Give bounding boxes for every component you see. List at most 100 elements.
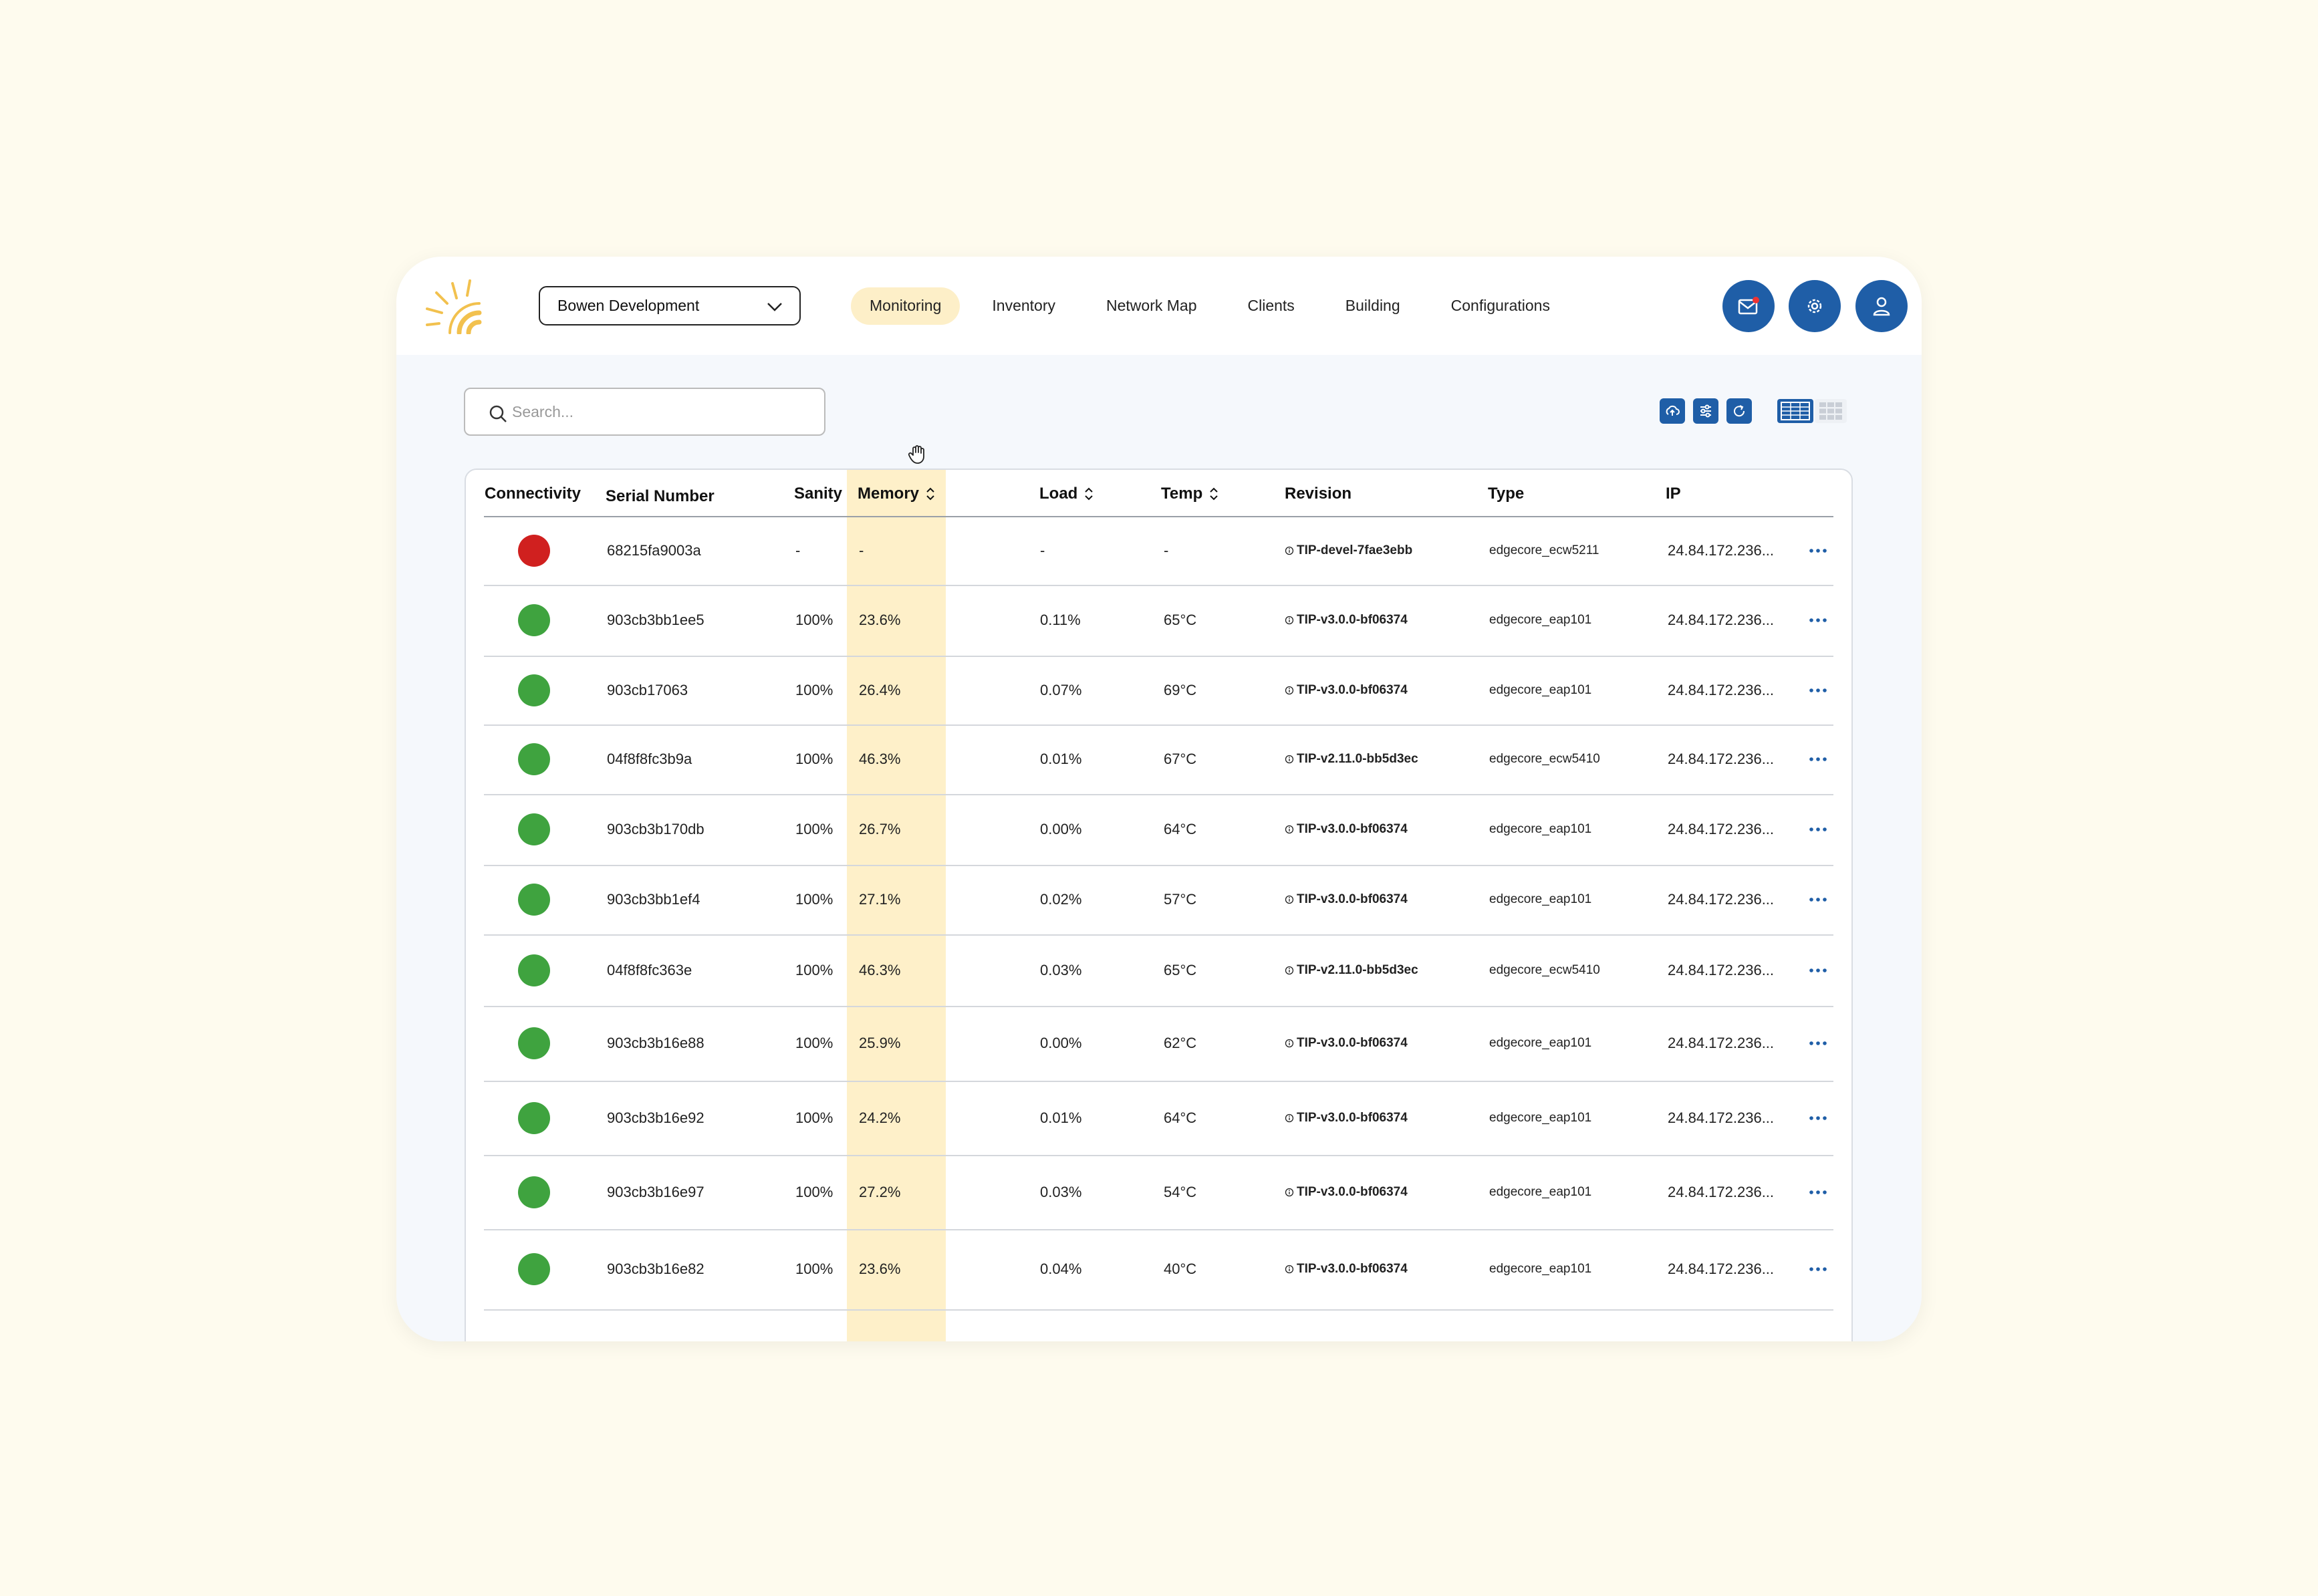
organization-dropdown-value: Bowen Development <box>557 297 700 314</box>
row-actions-button[interactable] <box>1805 1155 1831 1229</box>
search-field[interactable] <box>464 388 825 436</box>
load-cell: 0.11% <box>1040 612 1081 628</box>
row-divider <box>484 1229 1833 1230</box>
revision-value: TIP-v3.0.0-bf06374 <box>1297 892 1408 906</box>
nav-inventory[interactable]: Inventory <box>992 297 1055 314</box>
load-cell: 0.00% <box>1040 821 1082 837</box>
refresh-button[interactable] <box>1726 398 1752 424</box>
memory-cell: - <box>859 542 864 559</box>
ip-cell: 24.84.172.236... <box>1668 1109 1775 1126</box>
info-icon <box>1285 1188 1294 1196</box>
nav-monitoring[interactable]: Monitoring <box>851 287 960 325</box>
row-actions-button[interactable] <box>1805 865 1831 934</box>
connectivity-cell <box>518 794 550 865</box>
table-row[interactable]: 903cb17063 100% 26.4% 0.07% 69°C edgecore_eap… <box>466 656 1851 724</box>
info-icon <box>1285 895 1294 904</box>
grid-view-icon <box>1819 402 1842 420</box>
more-horizontal-icon <box>1809 549 1827 553</box>
info-icon <box>1285 1265 1294 1274</box>
nav-clients[interactable]: Clients <box>1247 297 1295 314</box>
table-row[interactable]: 903cb3b170db 100% 26.7% 0.00% 64°C edgecore_e… <box>466 794 1851 865</box>
table-row[interactable]: 903cb3bb1ef4 100% 27.1% 0.02% 57°C edgecore_e… <box>466 865 1851 934</box>
revision-value: TIP-v2.11.0-bb5d3ec <box>1297 962 1418 977</box>
memory-cell: 46.3% <box>859 751 901 767</box>
status-offline-indicator <box>518 535 550 567</box>
type-cell: edgecore_eap101 <box>1489 613 1592 627</box>
column-header-memory[interactable]: Memory <box>858 485 936 503</box>
nav-network-map[interactable]: Network Map <box>1106 297 1197 314</box>
temp-cell: 57°C <box>1164 891 1197 908</box>
serial-cell: 903cb3bb1ee5 <box>607 612 704 628</box>
ip-cell: 24.84.172.236... <box>1668 891 1775 908</box>
table-row[interactable]: 68215fa9003a - - - - edgecore_ecw5211 24.84.17… <box>466 517 1851 585</box>
temp-cell: 40°C <box>1164 1260 1197 1277</box>
connectivity-cell <box>518 1006 550 1081</box>
temp-cell: 69°C <box>1164 681 1197 698</box>
table-row[interactable]: 903cb3b16e82 100% 23.6% 0.04% 40°C edgecore_e… <box>466 1229 1851 1309</box>
load-cell: - <box>1040 542 1045 559</box>
type-cell: edgecore_ecw5211 <box>1489 543 1599 557</box>
load-cell: 0.03% <box>1040 1183 1082 1200</box>
table-row[interactable]: 903cb3bb1ee5 100% 23.6% 0.11% 65°C edgecore_e… <box>466 585 1851 656</box>
row-actions-button[interactable] <box>1805 656 1831 724</box>
user-icon <box>1873 297 1890 316</box>
column-header-temp[interactable]: Temp <box>1161 485 1220 503</box>
grid-view-toggle[interactable] <box>1815 399 1847 423</box>
row-divider <box>484 724 1833 726</box>
table-row[interactable]: 903cb3b16e97 100% 27.2% 0.03% 54°C edgecore_e… <box>466 1155 1851 1229</box>
sliders-icon <box>1700 404 1711 418</box>
table-row[interactable]: 903cb3b16e88 100% 25.9% 0.00% 62°C edgecore_e… <box>466 1006 1851 1081</box>
more-horizontal-icon <box>1809 898 1827 902</box>
ip-cell: 24.84.172.236... <box>1668 1183 1775 1200</box>
more-horizontal-icon <box>1809 1115 1827 1120</box>
row-actions-button[interactable] <box>1805 1229 1831 1309</box>
row-divider <box>484 794 1833 795</box>
load-cell: 0.03% <box>1040 961 1082 978</box>
connectivity-cell <box>518 517 550 585</box>
column-header-sanity: Sanity <box>794 485 843 503</box>
row-actions-button[interactable] <box>1805 934 1831 1006</box>
search-input[interactable] <box>512 402 806 421</box>
filter-settings-button[interactable] <box>1693 398 1718 424</box>
messages-button[interactable] <box>1722 280 1775 332</box>
table-row[interactable]: 04f8f8fc3b9a 100% 46.3% 0.01% 67°C edgecore_e… <box>466 724 1851 794</box>
settings-button[interactable] <box>1789 280 1841 332</box>
column-header-load[interactable]: Load <box>1039 485 1095 503</box>
row-divider <box>484 934 1833 936</box>
user-profile-button[interactable] <box>1855 280 1908 332</box>
info-icon <box>1285 546 1294 555</box>
serial-cell: 903cb3b16e92 <box>607 1109 704 1126</box>
more-horizontal-icon <box>1809 688 1827 692</box>
more-horizontal-icon <box>1809 618 1827 622</box>
row-actions-button[interactable] <box>1805 1006 1831 1081</box>
memory-cell: 26.7% <box>859 821 901 837</box>
upload-button[interactable] <box>1660 398 1685 424</box>
temp-cell: 65°C <box>1164 612 1197 628</box>
table-view-toggle[interactable] <box>1777 399 1813 423</box>
table-row[interactable]: 903cb3b16e92 100% 24.2% 0.01% 64°C edgecore_e… <box>466 1081 1851 1155</box>
cloud-upload-icon <box>1666 405 1680 416</box>
load-cell: 0.01% <box>1040 751 1082 767</box>
temp-cell: 64°C <box>1164 1109 1197 1126</box>
table-row[interactable]: 04f8f8fc363e 100% 46.3% 0.03% 65°C edgecore_e… <box>466 934 1851 1006</box>
type-cell: edgecore_ecw5410 <box>1489 962 1600 977</box>
row-actions-button[interactable] <box>1805 724 1831 794</box>
revision-cell: TIP-v3.0.0-bf06374 <box>1285 794 1408 865</box>
revision-cell: TIP-v3.0.0-bf06374 <box>1285 865 1408 934</box>
status-online-indicator <box>518 1101 550 1134</box>
row-actions-button[interactable] <box>1805 585 1831 656</box>
organization-dropdown[interactable]: Bowen Development <box>539 286 801 325</box>
type-cell: edgecore_eap101 <box>1489 892 1592 906</box>
status-online-indicator <box>518 743 550 775</box>
more-horizontal-icon <box>1809 1267 1827 1271</box>
row-divider <box>484 1081 1833 1082</box>
row-actions-button[interactable] <box>1805 1081 1831 1155</box>
row-actions-button[interactable] <box>1805 794 1831 865</box>
nav-building[interactable]: Building <box>1345 297 1400 314</box>
row-actions-button[interactable] <box>1805 517 1831 585</box>
nav-configurations[interactable]: Configurations <box>1450 297 1550 314</box>
memory-cell: 27.1% <box>859 891 901 908</box>
memory-column-highlight <box>847 470 946 1341</box>
sanity-cell: 100% <box>795 612 833 628</box>
serial-cell: 04f8f8fc363e <box>607 961 692 978</box>
